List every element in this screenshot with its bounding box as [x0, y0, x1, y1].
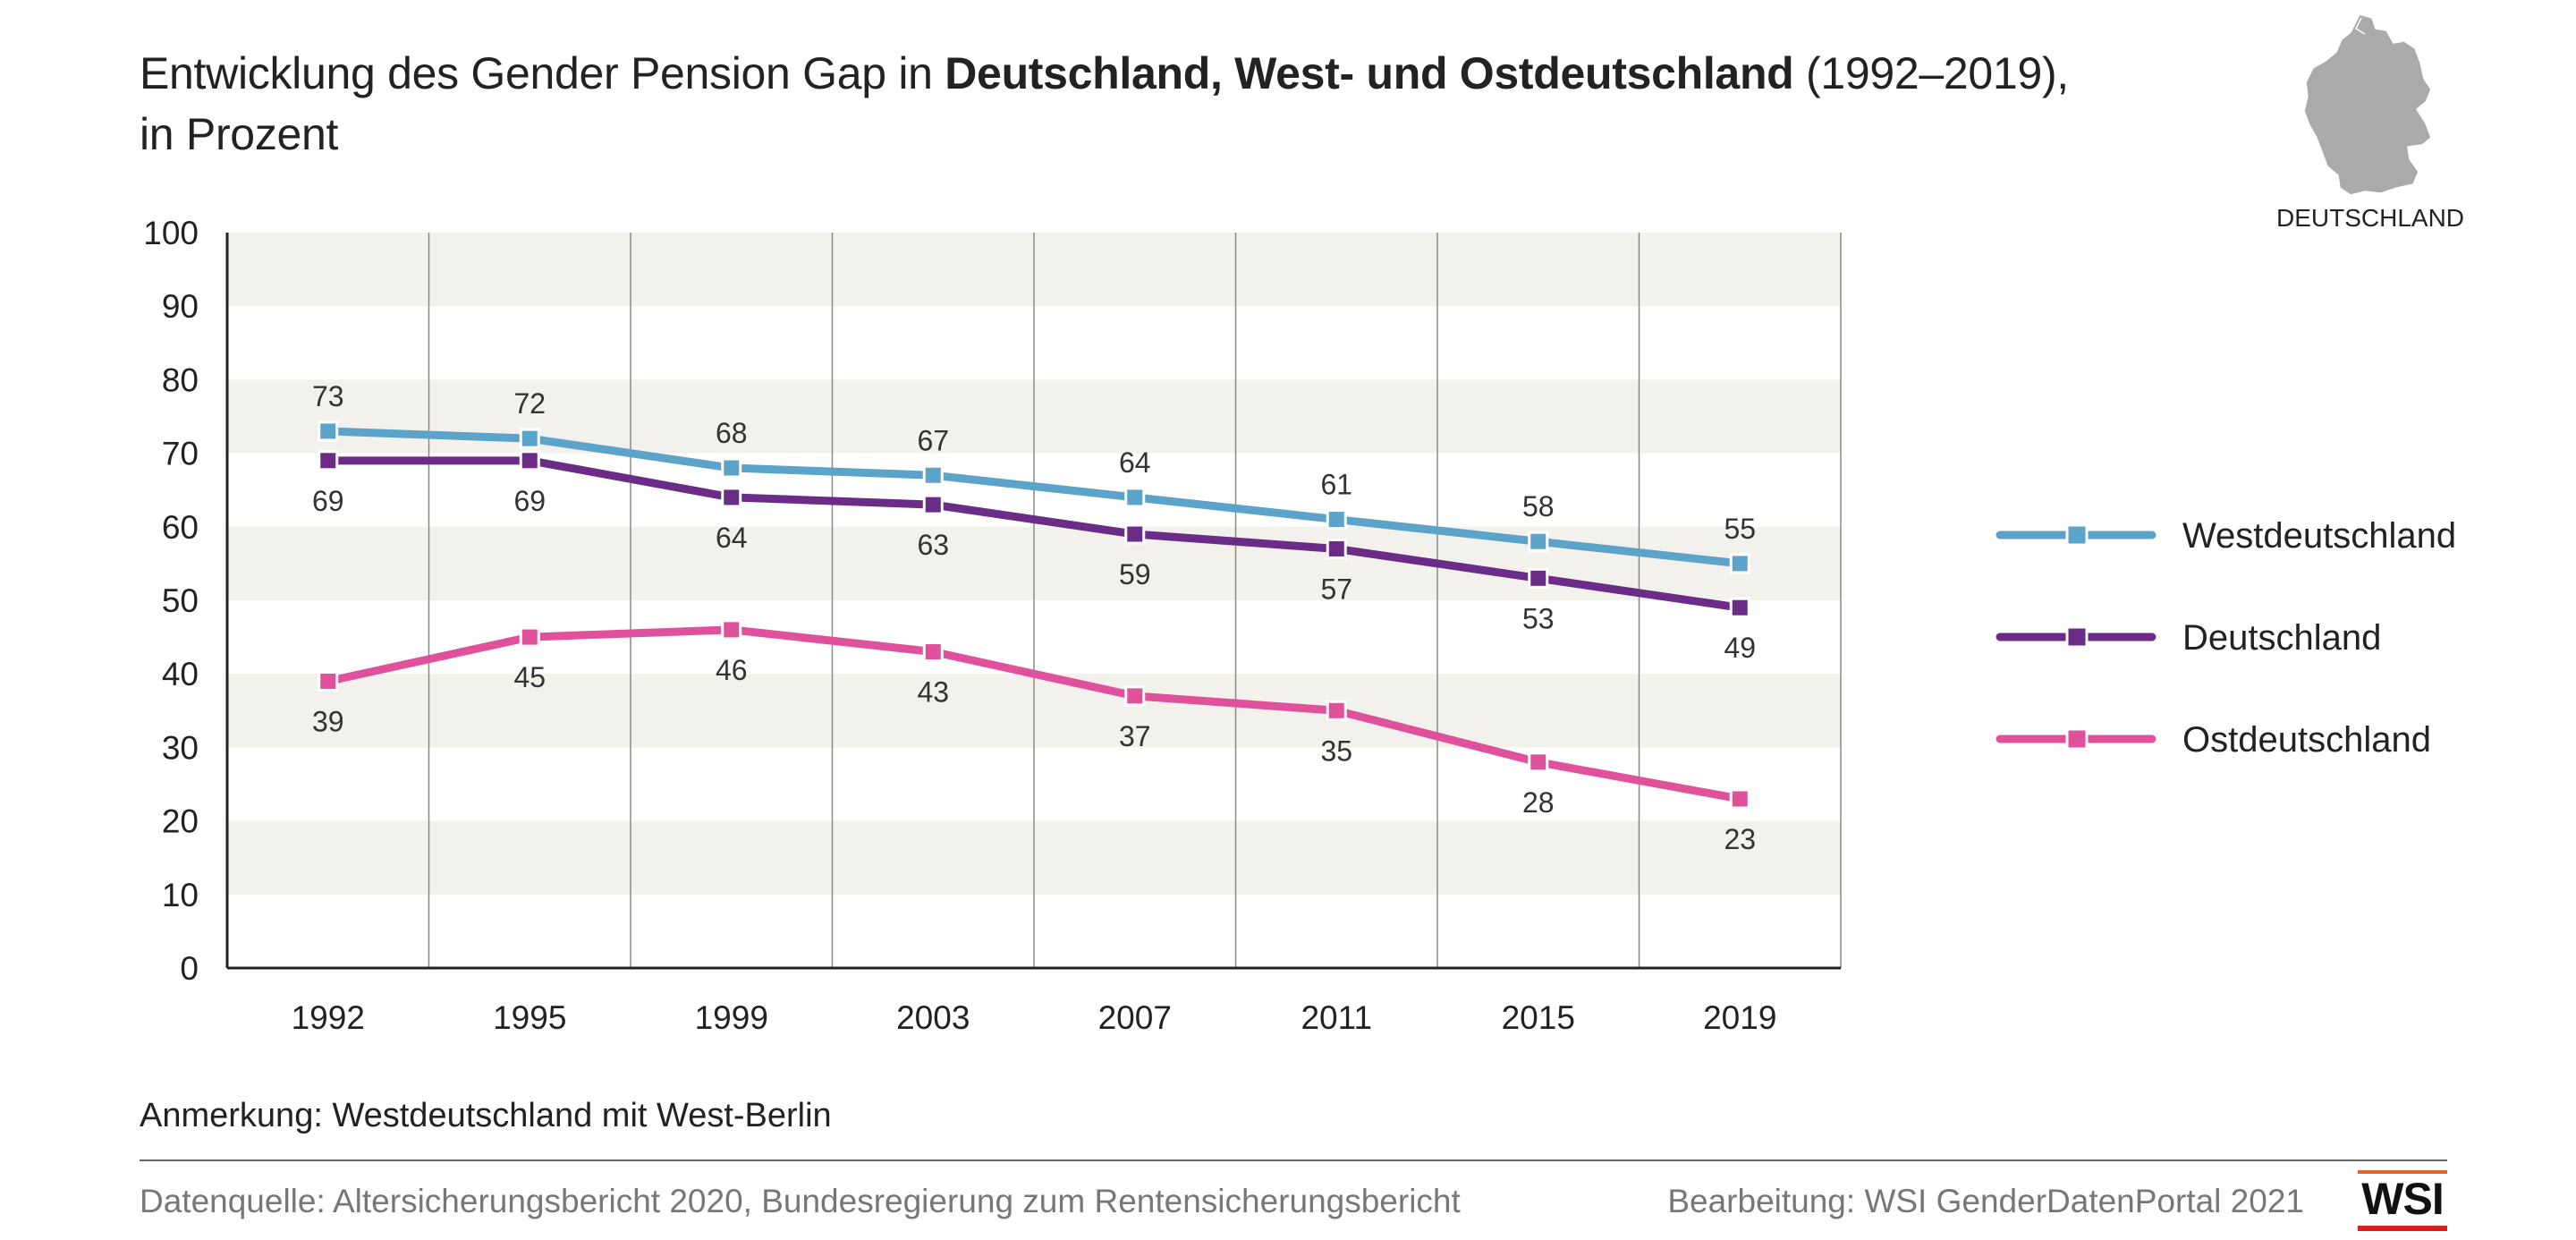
data-point-ost — [1326, 700, 1347, 721]
data-label-ost: 28 — [1522, 786, 1555, 819]
germany-map-icon — [2303, 13, 2432, 196]
data-point-ost — [318, 670, 339, 692]
data-point-west — [519, 428, 540, 449]
legend-label-de: Deutschland — [2182, 618, 2381, 658]
data-label-de: 69 — [513, 485, 546, 517]
series-line-de — [324, 456, 1744, 612]
data-label-west: 55 — [1724, 513, 1756, 545]
title-line-2: in Prozent — [140, 109, 339, 159]
y-tick-label: 40 — [162, 656, 199, 692]
data-point-ost — [721, 619, 742, 641]
line-chart: 0 10 20 30 40 50 60 70 80 90 100 1992 1995 1999 2003 20… — [143, 215, 2456, 1036]
y-tick-label: 20 — [162, 803, 199, 840]
x-tick-label: 1995 — [493, 999, 566, 1036]
footer-divider — [140, 1159, 2447, 1161]
data-label-ost: 43 — [917, 676, 949, 709]
data-label-de: 53 — [1522, 602, 1555, 634]
data-label-de: 64 — [716, 522, 748, 554]
data-point-west — [1729, 553, 1750, 574]
x-tick-label: 2019 — [1703, 999, 1776, 1036]
data-source: Datenquelle: Altersicherungsbericht 2020… — [140, 1183, 1461, 1219]
data-label-ost: 45 — [513, 661, 546, 693]
data-point-west — [1528, 531, 1549, 552]
title-text-1: Entwicklung des Gender Pension Gap in — [140, 48, 945, 98]
data-point-ost — [922, 641, 944, 663]
data-label-west: 64 — [1119, 446, 1151, 479]
legend-marker-west — [2065, 523, 2089, 547]
data-label-de: 63 — [917, 529, 949, 561]
data-label-ost: 37 — [1119, 720, 1151, 752]
data-label-west: 67 — [917, 424, 949, 456]
legend-label-ost: Ostdeutschland — [2182, 720, 2431, 760]
wsi-logo: WSI — [2358, 1170, 2447, 1233]
wsi-logo-text: WSI — [2361, 1174, 2444, 1224]
y-tick-label: 100 — [143, 215, 199, 251]
data-label-de: 69 — [312, 485, 344, 517]
x-tick-label: 2007 — [1098, 999, 1172, 1036]
map-label: DEUTSCHLAND — [2275, 204, 2465, 232]
data-label-west: 72 — [513, 387, 546, 420]
series-line-west — [324, 427, 1744, 568]
data-point-de — [1729, 597, 1750, 618]
credit-text: Bearbeitung: WSI GenderDatenPortal 2021 — [1667, 1183, 2304, 1219]
data-label-west: 68 — [716, 417, 748, 449]
data-label-ost: 35 — [1320, 735, 1352, 767]
chart-title: Entwicklung des Gender Pension Gap in De… — [140, 43, 2069, 165]
data-label-de: 57 — [1320, 573, 1352, 605]
data-point-de — [922, 494, 944, 515]
data-point-west — [922, 464, 944, 486]
x-tick-label: 1999 — [695, 999, 768, 1036]
data-point-de — [1124, 523, 1146, 545]
data-label-de: 49 — [1724, 632, 1756, 664]
data-point-west — [318, 420, 339, 442]
y-tick-label: 70 — [162, 436, 199, 472]
y-tick-label: 0 — [180, 950, 199, 987]
data-label-ost: 46 — [716, 654, 748, 686]
data-point-ost — [1528, 752, 1549, 773]
data-point-de — [1326, 538, 1347, 559]
data-label-west: 61 — [1320, 469, 1352, 501]
legend-marker-ost — [2065, 727, 2089, 751]
data-point-west — [1326, 509, 1347, 531]
data-point-ost — [1124, 685, 1146, 707]
title-line-1: Entwicklung des Gender Pension Gap in De… — [140, 43, 2069, 104]
data-point-ost — [519, 626, 540, 648]
data-point-west — [1124, 487, 1146, 508]
series-line-ost — [324, 625, 1744, 803]
data-point-de — [318, 450, 339, 471]
x-tick-label: 2011 — [1301, 999, 1372, 1036]
title-bold: Deutschland, West- und Ostdeutschland — [945, 48, 1794, 98]
germany-map: DEUTSCHLAND — [2272, 13, 2469, 236]
data-label-ost: 23 — [1724, 823, 1756, 855]
data-label-ost: 39 — [312, 705, 344, 737]
data-point-west — [721, 457, 742, 479]
y-tick-label: 80 — [162, 361, 199, 398]
y-tick-label: 90 — [162, 288, 199, 325]
y-tick-label: 50 — [162, 582, 199, 619]
data-point-de — [721, 487, 742, 508]
legend-marker-de — [2065, 625, 2089, 649]
data-point-de — [1528, 567, 1549, 589]
data-point-de — [519, 450, 540, 471]
legend-label-west: Westdeutschland — [2182, 516, 2456, 556]
x-tick-label: 2015 — [1502, 999, 1575, 1036]
data-label-west: 58 — [1522, 490, 1555, 522]
y-tick-label: 10 — [162, 877, 199, 913]
data-label-de: 59 — [1119, 558, 1151, 590]
y-tick-label: 60 — [162, 509, 199, 546]
x-tick-label: 1992 — [292, 999, 365, 1036]
x-tick-label: 2003 — [896, 999, 970, 1036]
data-label-west: 73 — [312, 380, 344, 412]
title-text-2: (1992–2019), — [1793, 48, 2069, 98]
y-tick-label: 30 — [162, 729, 199, 766]
data-point-ost — [1729, 788, 1750, 810]
chart-note: Anmerkung: Westdeutschland mit West-Berl… — [140, 1097, 832, 1134]
